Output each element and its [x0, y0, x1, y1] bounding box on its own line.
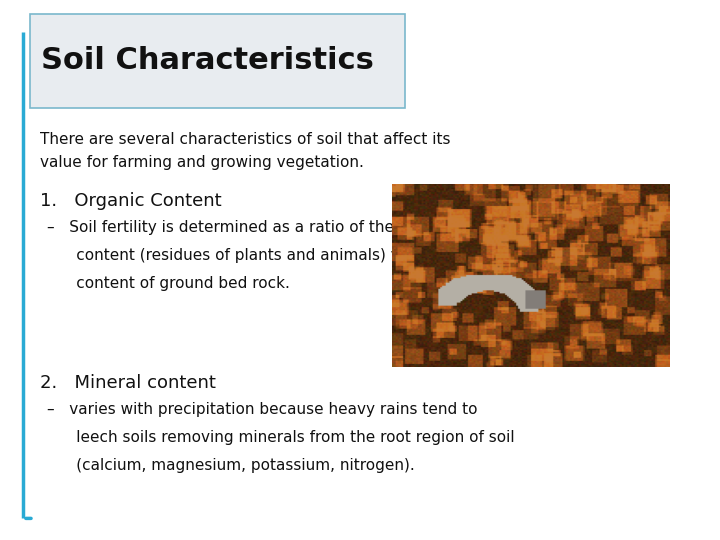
Text: content (residues of plants and animals) versus the: content (residues of plants and animals)… [47, 248, 471, 264]
Text: –   varies with precipitation because heavy rains tend to: – varies with precipitation because heav… [47, 402, 477, 417]
Text: content of ground bed rock.: content of ground bed rock. [47, 276, 289, 292]
Text: 1.   Organic Content: 1. Organic Content [40, 192, 221, 210]
FancyBboxPatch shape [30, 14, 405, 108]
Text: (calcium, magnesium, potassium, nitrogen).: (calcium, magnesium, potassium, nitrogen… [47, 458, 415, 474]
Text: –   Soil fertility is determined as a ratio of the organic: – Soil fertility is determined as a rati… [47, 220, 456, 235]
Text: leech soils removing minerals from the root region of soil: leech soils removing minerals from the r… [47, 430, 514, 445]
Text: 2.   Mineral content: 2. Mineral content [40, 374, 215, 391]
Text: Soil Characteristics: Soil Characteristics [41, 46, 374, 75]
Text: There are several characteristics of soil that affect its
value for farming and : There are several characteristics of soi… [40, 132, 450, 170]
